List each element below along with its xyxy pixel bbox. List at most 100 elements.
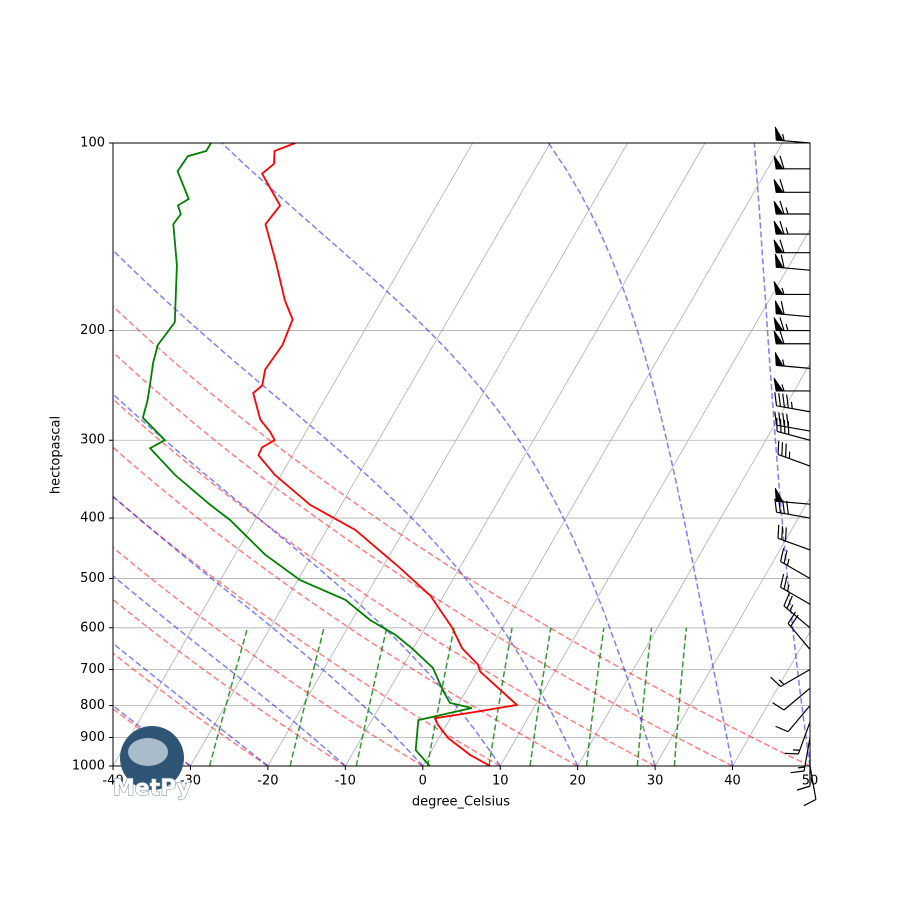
barb-staff <box>779 548 811 579</box>
grid-line <box>654 496 810 766</box>
grid-line <box>344 143 706 766</box>
wind-barb <box>774 498 811 519</box>
barb-flag <box>774 253 784 269</box>
wind-barb <box>774 392 811 413</box>
wind-barb <box>773 239 810 254</box>
barb-staff <box>776 417 811 441</box>
x-tick-label: 40 <box>724 774 741 789</box>
profile-line <box>252 143 519 766</box>
dry-adiabat <box>113 398 656 766</box>
barb-staff <box>774 498 811 519</box>
y-tick-label: 200 <box>80 323 105 338</box>
barb-staff <box>770 668 811 688</box>
logo: MetPy <box>112 726 192 802</box>
wind-barb <box>777 440 811 467</box>
barb-staff <box>774 411 811 432</box>
wind-barb <box>773 155 810 170</box>
plot-frame <box>112 142 811 767</box>
x-tick-label: 20 <box>569 774 586 789</box>
grid-line <box>422 143 783 766</box>
wind-barb <box>779 573 811 605</box>
mixing-ratio-line <box>426 627 455 766</box>
barb-staff <box>775 705 811 733</box>
y-tick-label: 100 <box>80 136 105 151</box>
grid-line <box>113 143 474 766</box>
x-axis-label: degree_Celsius <box>412 795 510 810</box>
barb-flag <box>773 179 784 193</box>
grid-line <box>577 362 810 766</box>
wind-barb <box>773 200 810 215</box>
wind-barb <box>775 705 811 733</box>
barb-flag <box>774 126 784 142</box>
wind-barb <box>772 687 811 711</box>
moist-adiabat <box>113 249 579 766</box>
barb-staff <box>777 440 811 467</box>
y-tick-label: 300 <box>80 433 105 448</box>
wind-barb <box>774 352 811 369</box>
x-tick-label: -40 <box>102 774 123 789</box>
barb-flag <box>773 377 784 392</box>
moist-adiabat <box>113 393 501 766</box>
y-tick-label: 800 <box>80 698 105 713</box>
logo-land <box>128 738 168 766</box>
mixing-ratio-line <box>488 627 513 766</box>
dry-adiabat <box>113 351 733 766</box>
barb-flag <box>773 317 784 331</box>
wind-barb <box>773 330 810 345</box>
mixing-ratio-line <box>208 627 249 766</box>
profile-line <box>141 143 473 766</box>
wind-barb <box>770 668 811 688</box>
moist-adiabat <box>113 642 269 766</box>
barb-staff <box>790 737 811 774</box>
dry-adiabat <box>113 652 269 766</box>
plot-area <box>113 143 810 766</box>
mixing-ratio-line <box>585 627 605 766</box>
dry-adiabat <box>113 495 501 766</box>
dry-adiabat <box>113 546 424 766</box>
barb-flag <box>773 220 784 235</box>
mixing-ratio-line <box>289 627 325 766</box>
barb-staff <box>772 687 811 711</box>
logo-text: MetPy <box>113 776 191 801</box>
wind-barb <box>783 593 811 629</box>
mixing-ratio-line <box>355 627 388 766</box>
barb-staff <box>777 524 811 551</box>
x-tick-label: 0 <box>419 774 427 789</box>
y-tick-label: 700 <box>80 662 105 677</box>
barb-staff <box>774 392 811 413</box>
dry-adiabat <box>113 707 191 766</box>
y-tick-label: 1000 <box>72 759 105 774</box>
y-tick-label: 600 <box>80 620 105 635</box>
x-tick-label: -20 <box>257 774 278 789</box>
wind-barb <box>774 126 811 144</box>
y-tick-label: 900 <box>80 730 105 745</box>
moist-adiabat <box>221 143 656 766</box>
barb-staff <box>787 611 811 650</box>
mixing-ratio-line <box>636 627 653 766</box>
wind-barb <box>774 300 811 318</box>
wind-barb <box>773 220 810 235</box>
moist-adiabat <box>753 143 810 766</box>
wind-barb <box>773 281 810 296</box>
dry-adiabat <box>113 446 579 766</box>
wind-barb <box>787 611 811 650</box>
wind-barb <box>773 179 810 193</box>
barb-staff <box>803 765 817 807</box>
y-tick-label: 500 <box>80 571 105 586</box>
wind-barb <box>784 721 811 755</box>
barb-flag <box>774 352 784 367</box>
x-tick-label: -30 <box>180 774 201 789</box>
grid-line <box>190 143 551 766</box>
y-tick-label: 400 <box>80 511 105 526</box>
wind-barb <box>803 765 817 807</box>
grid-line <box>732 631 810 766</box>
barb-staff <box>784 721 811 755</box>
barb-flag <box>773 330 784 345</box>
plot-overlay: -40 -30 -20 -10 0 10 20 30 40 5010020030040050060… <box>72 126 818 807</box>
mixing-ratio-line <box>673 627 688 766</box>
wind-barb <box>779 548 811 579</box>
y-axis-label: hectopascal <box>49 416 64 494</box>
wind-barb <box>774 253 811 271</box>
wind-barb <box>773 317 810 332</box>
